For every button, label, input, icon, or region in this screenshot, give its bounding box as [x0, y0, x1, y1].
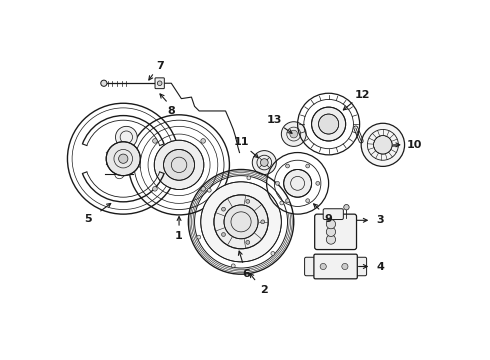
Circle shape	[247, 176, 251, 180]
Circle shape	[152, 139, 157, 143]
Text: 3: 3	[377, 215, 384, 225]
Text: 13: 13	[267, 115, 282, 125]
Circle shape	[197, 235, 201, 239]
FancyBboxPatch shape	[323, 209, 343, 220]
Circle shape	[342, 264, 348, 270]
Circle shape	[271, 252, 275, 255]
Circle shape	[252, 150, 276, 175]
Circle shape	[207, 188, 211, 192]
Circle shape	[361, 123, 405, 166]
Circle shape	[286, 199, 290, 203]
Text: 4: 4	[377, 261, 385, 271]
Circle shape	[221, 207, 225, 211]
Circle shape	[221, 233, 225, 237]
Circle shape	[326, 235, 336, 244]
Circle shape	[101, 80, 107, 86]
Circle shape	[306, 164, 310, 168]
Circle shape	[286, 164, 290, 168]
FancyBboxPatch shape	[353, 257, 367, 276]
Circle shape	[157, 81, 162, 86]
Circle shape	[116, 126, 137, 148]
FancyBboxPatch shape	[315, 214, 357, 249]
Circle shape	[224, 205, 258, 239]
Circle shape	[119, 154, 128, 163]
Circle shape	[326, 227, 336, 237]
Circle shape	[129, 115, 229, 215]
Circle shape	[290, 130, 297, 138]
Circle shape	[281, 122, 306, 147]
Circle shape	[267, 153, 329, 214]
Circle shape	[231, 264, 235, 268]
Text: 10: 10	[406, 140, 421, 150]
FancyBboxPatch shape	[314, 254, 357, 279]
Circle shape	[344, 204, 349, 210]
Circle shape	[164, 149, 195, 180]
Text: 2: 2	[260, 285, 268, 294]
Text: 8: 8	[168, 106, 175, 116]
Circle shape	[280, 201, 284, 205]
Circle shape	[284, 170, 312, 197]
Circle shape	[312, 107, 345, 141]
Text: 11: 11	[233, 137, 249, 147]
Circle shape	[373, 136, 392, 154]
Circle shape	[201, 139, 205, 143]
Circle shape	[214, 195, 268, 249]
Circle shape	[297, 93, 360, 155]
Circle shape	[275, 181, 279, 185]
Circle shape	[260, 159, 268, 166]
Circle shape	[106, 142, 140, 176]
FancyBboxPatch shape	[305, 257, 318, 276]
Circle shape	[154, 140, 204, 189]
Circle shape	[201, 182, 281, 262]
Circle shape	[320, 264, 326, 270]
Text: 7: 7	[157, 61, 164, 71]
Text: 5: 5	[85, 214, 92, 224]
Circle shape	[318, 114, 339, 134]
Circle shape	[261, 220, 265, 224]
Circle shape	[201, 186, 205, 191]
Text: 12: 12	[354, 90, 369, 100]
Circle shape	[246, 240, 250, 244]
Circle shape	[246, 199, 250, 203]
Circle shape	[326, 220, 336, 229]
Circle shape	[306, 199, 310, 203]
Text: 1: 1	[175, 231, 183, 241]
Circle shape	[68, 103, 179, 214]
Circle shape	[316, 181, 319, 185]
FancyBboxPatch shape	[155, 78, 164, 89]
Circle shape	[188, 170, 294, 274]
Text: 6: 6	[242, 269, 249, 279]
Text: 9: 9	[325, 214, 333, 224]
Circle shape	[152, 186, 157, 191]
